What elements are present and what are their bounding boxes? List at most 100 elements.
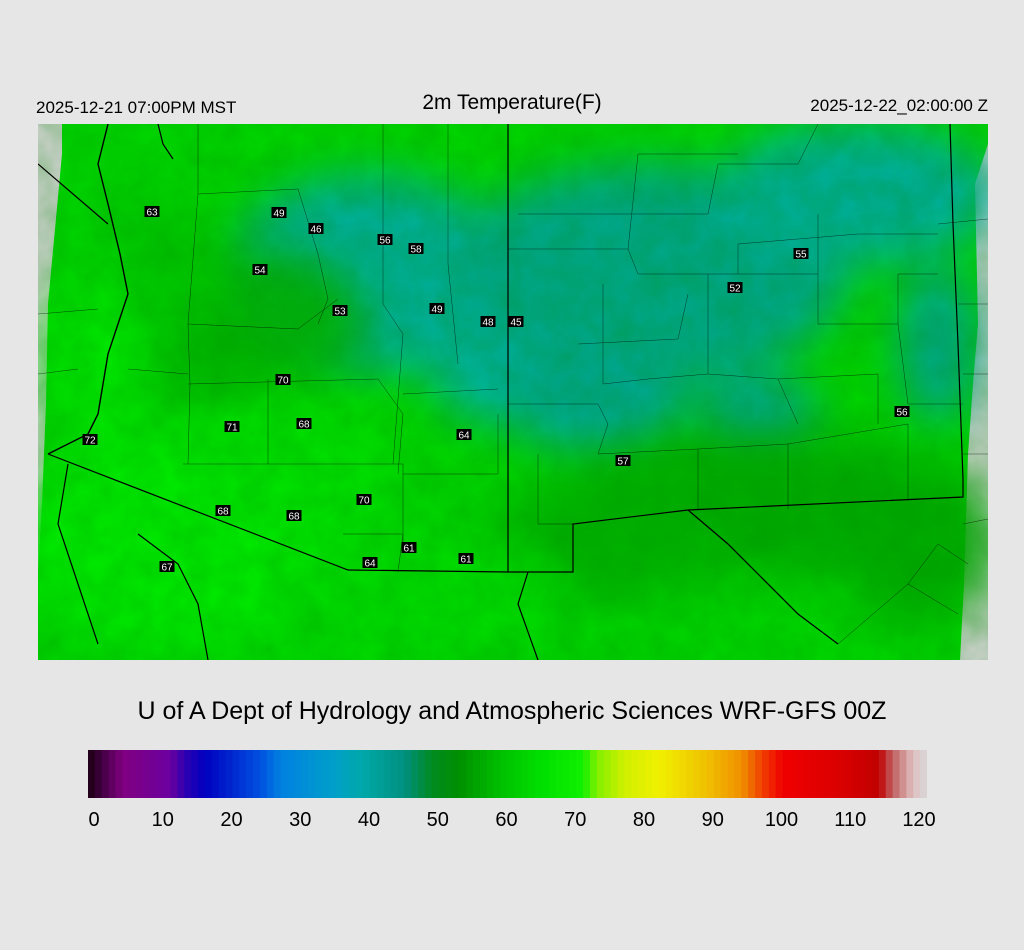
colorbar-cell xyxy=(122,750,130,798)
colorbar-tick-label: 30 xyxy=(289,809,312,831)
colorbar-cell xyxy=(892,750,901,798)
station-value: 46 xyxy=(308,223,324,236)
svg-text:49: 49 xyxy=(431,305,443,316)
svg-text:56: 56 xyxy=(379,236,391,247)
colorbar-cell xyxy=(431,750,440,798)
colorbar-cell xyxy=(899,750,907,798)
colorbar-cell xyxy=(129,750,137,798)
colorbar-cell xyxy=(865,750,873,798)
colorbar-cell xyxy=(603,750,612,798)
colorbar-cell xyxy=(844,750,852,798)
station-value: 68 xyxy=(296,418,312,431)
colorbar-cell xyxy=(830,750,839,798)
svg-text:68: 68 xyxy=(298,420,310,431)
colorbar-cell xyxy=(720,750,729,798)
svg-text:48: 48 xyxy=(482,318,494,329)
colorbar-cell xyxy=(727,750,736,798)
svg-text:61: 61 xyxy=(403,544,415,555)
colorbar-cell xyxy=(768,750,777,798)
colorbar-cell xyxy=(858,750,866,798)
svg-text:70: 70 xyxy=(277,376,289,387)
colorbar-cell xyxy=(693,750,701,798)
colorbar-cell xyxy=(259,750,268,798)
colorbar-cell xyxy=(686,750,694,798)
colorbar-cell xyxy=(638,750,646,798)
colorbar-cell xyxy=(583,750,591,798)
colorbar-cell xyxy=(445,750,454,798)
svg-text:67: 67 xyxy=(161,563,173,574)
colorbar-tick-label: 100 xyxy=(764,809,799,831)
colorbar-cell xyxy=(541,750,550,798)
colorbar-cell xyxy=(459,750,467,798)
colorbar-cell xyxy=(789,750,797,798)
colorbar-cell xyxy=(411,750,419,798)
colorbar-cell xyxy=(225,750,234,798)
colorbar-cell xyxy=(521,750,529,798)
station-value: 61 xyxy=(401,542,417,555)
station-value: 58 xyxy=(408,243,424,256)
colorbar-cell xyxy=(514,750,522,798)
colorbar-cell xyxy=(198,750,206,798)
colorbar-cell xyxy=(507,750,515,798)
colorbar-tick-label: 120 xyxy=(902,809,936,831)
colorbar-cell xyxy=(810,750,818,798)
station-value: 49 xyxy=(429,303,445,316)
svg-text:53: 53 xyxy=(334,307,346,318)
colorbar-cell xyxy=(177,750,185,798)
colorbar-cell xyxy=(920,750,927,798)
colorbar-cell xyxy=(239,750,247,798)
station-value: 56 xyxy=(377,234,393,247)
colorbar-cell xyxy=(755,750,763,798)
colorbar-cell xyxy=(335,750,344,798)
colorbar-cell xyxy=(115,750,123,798)
colorbar-cell xyxy=(562,750,570,798)
colorbar-cell xyxy=(466,750,474,798)
colorbar-cell xyxy=(748,750,756,798)
colorbar-cell xyxy=(651,750,660,798)
colorbar-cell xyxy=(486,750,495,798)
colorbar-tick-label: 10 xyxy=(151,809,174,831)
svg-text:64: 64 xyxy=(364,559,376,570)
valid-time-label: 2025-12-22_02:00:00 Z xyxy=(810,96,988,115)
colorbar-cell xyxy=(775,750,784,798)
svg-text:64: 64 xyxy=(458,431,470,442)
colorbar-cell xyxy=(280,750,289,798)
colorbar-cell xyxy=(321,750,330,798)
colorbar-cell xyxy=(136,750,144,798)
colorbar-cell xyxy=(218,750,227,798)
colorbar-cell xyxy=(734,750,742,798)
colorbar-cell xyxy=(156,750,165,798)
colorbar-cell xyxy=(837,750,846,798)
temperature-map: 63 49 46 56 58 54 53 49 48 45 55 52 70 72 71 68 64 56 57 68… xyxy=(38,124,988,660)
map-title: 2m Temperature(F) xyxy=(422,91,602,114)
credit-line: U of A Dept of Hydrology and Atmospheric… xyxy=(137,697,887,725)
colorbar-tick-label: 0 xyxy=(88,809,100,831)
colorbar-cell xyxy=(287,750,295,798)
svg-text:71: 71 xyxy=(226,423,238,434)
station-value: 71 xyxy=(224,421,240,434)
station-value: 49 xyxy=(271,207,287,220)
station-value: 68 xyxy=(286,510,302,523)
station-value: 45 xyxy=(508,316,524,329)
colorbar-cell xyxy=(665,750,674,798)
colorbar-cell xyxy=(658,750,667,798)
colorbar-cell xyxy=(617,750,626,798)
colorbar-cell xyxy=(246,750,254,798)
county-borders xyxy=(38,124,988,645)
colorbar-tick-label: 50 xyxy=(426,809,449,831)
svg-text:58: 58 xyxy=(410,245,422,256)
svg-text:61: 61 xyxy=(460,555,472,566)
svg-text:63: 63 xyxy=(146,208,158,219)
colorbar-cell xyxy=(101,750,110,798)
colorbar-cell xyxy=(913,750,921,798)
svg-text:46: 46 xyxy=(310,225,322,236)
station-value: 67 xyxy=(159,561,175,574)
svg-text:57: 57 xyxy=(617,457,629,468)
colorbar-cell xyxy=(493,750,502,798)
colorbar-cell xyxy=(390,750,399,798)
colorbar-cell xyxy=(479,750,488,798)
station-value: 63 xyxy=(144,206,160,219)
station-value: 57 xyxy=(615,455,631,468)
colorbar-tick-label: 20 xyxy=(220,809,243,831)
colorbar-cell xyxy=(631,750,639,798)
